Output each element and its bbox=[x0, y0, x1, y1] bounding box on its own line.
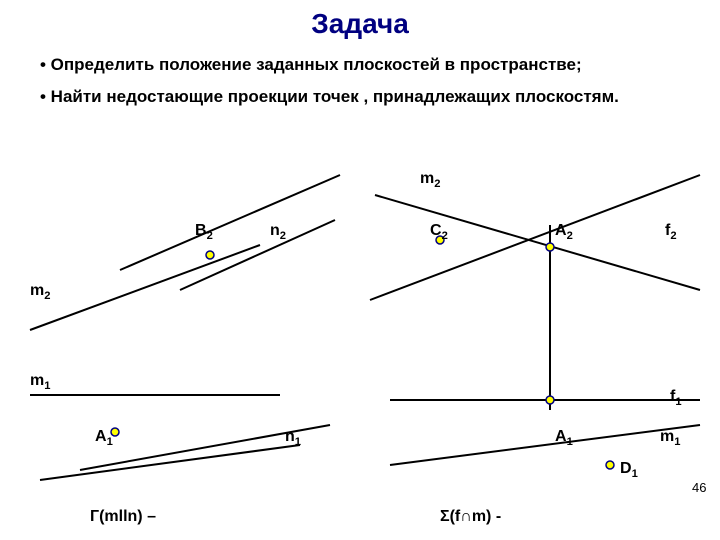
line-m1_right bbox=[390, 425, 700, 465]
label-A2: A2 bbox=[555, 222, 573, 242]
label-f1: f1 bbox=[670, 388, 682, 408]
label-B2: B2 bbox=[195, 222, 213, 242]
point-A1_r bbox=[546, 396, 554, 404]
label-m1: m1 bbox=[660, 428, 680, 448]
label-f2: f2 bbox=[665, 222, 677, 242]
label-D1: D1 bbox=[620, 460, 638, 480]
diagram-canvas bbox=[0, 0, 720, 540]
label-n1: n1 bbox=[285, 428, 301, 448]
point-B2 bbox=[206, 251, 214, 259]
point-A2 bbox=[546, 243, 554, 251]
line-m2_lower bbox=[30, 245, 260, 330]
footer-right: Σ(f∩m) - bbox=[440, 508, 501, 526]
line-m2_right bbox=[370, 175, 700, 300]
label-A1: A1 bbox=[555, 428, 573, 448]
line-f2_line bbox=[375, 195, 700, 290]
label-m1: m1 bbox=[30, 372, 50, 392]
page-number: 46 bbox=[692, 480, 706, 495]
line-m1_lower bbox=[40, 445, 300, 480]
point-D1 bbox=[606, 461, 614, 469]
label-n2: n2 bbox=[270, 222, 286, 242]
label-A1: A1 bbox=[95, 428, 113, 448]
label-m2: m2 bbox=[420, 170, 440, 190]
footer-left: Г(mlln) – bbox=[90, 508, 156, 526]
label-m2: m2 bbox=[30, 282, 50, 302]
label-C2: C2 bbox=[430, 222, 448, 242]
